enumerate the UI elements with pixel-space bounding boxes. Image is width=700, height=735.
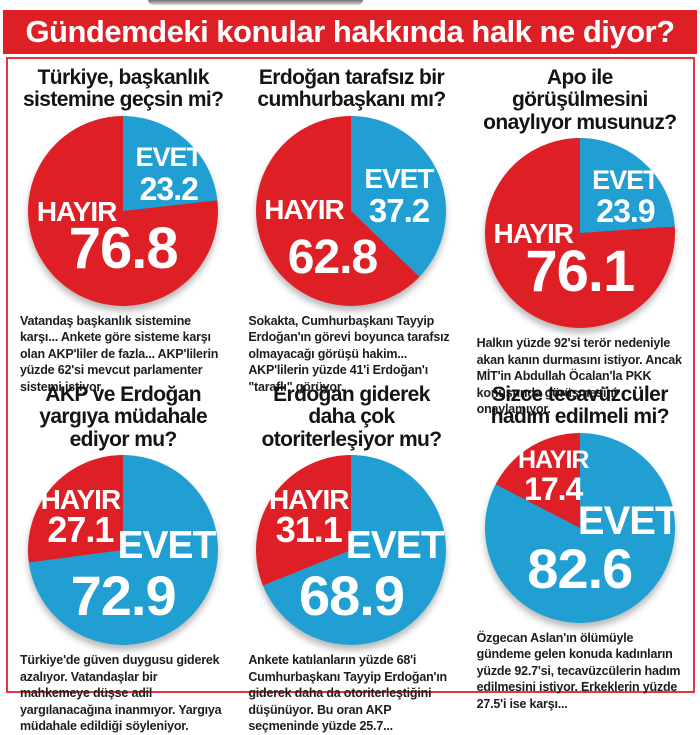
hayir-slice-label: HAYIR: [40, 483, 122, 515]
infographic-frame: Türkiye, başkanlık sistemine geçsin mi? …: [6, 57, 695, 733]
hayir-slice-value: 76.8: [68, 216, 179, 282]
evet-slice-label: EVET: [135, 142, 203, 173]
evet-slice-value: 23.9: [596, 193, 655, 230]
hayir-slice-label: HAYIR: [493, 218, 574, 250]
evet-slice-label: EVET: [364, 163, 434, 195]
pie-chart-yargi: EVET 72.9 HAYIR 27.1: [28, 455, 219, 646]
chart-card-tarafsiz: Erdoğan tarafsız bir cumhurbaşkanı mı? E…: [236, 59, 464, 394]
page-title: Gündemdeki konular hakkında halk ne diyo…: [25, 14, 675, 49]
chart-question: Erdoğan tarafsız bir cumhurbaşkanı mı?: [257, 66, 446, 112]
evet-slice-label: EVET: [345, 523, 445, 567]
hayir-slice-value: 27.1: [47, 509, 114, 551]
hayir-slice-value: 31.1: [275, 509, 343, 551]
pie-chart-apo: EVET 23.9 HAYIR 76.1: [484, 138, 675, 329]
chart-note: Halkın yüzde 92'si terör nedeniyle akan …: [476, 336, 682, 417]
evet-slice-value: 72.9: [70, 563, 177, 627]
pie-chart-hadim: EVET 82.6 HAYIR 17.4: [484, 432, 679, 623]
hayir-slice-label: HAYIR: [517, 446, 589, 475]
pie-slices: [28, 115, 219, 306]
header-banner: Gündemdeki konular hakkında halk ne diyo…: [3, 10, 697, 54]
evet-slice-value: 82.6: [527, 537, 633, 601]
evet-slice-value: 68.9: [298, 563, 405, 627]
chart-note: Türkiye'de güven duygusu giderek azalıyo…: [20, 653, 222, 734]
hayir-slice-label: HAYIR: [36, 195, 118, 227]
chart-note: Sokakta, Cumhurbaşkanı Tayyip Erdoğan'ın…: [248, 313, 450, 394]
chart-note: Özgecan Aslan'ın ölümüyle gündeme gelen …: [476, 630, 681, 711]
chart-question: Türkiye, başkanlık sistemine geçsin mi?: [22, 66, 224, 112]
chart-card-yargi: AKP ve Erdoğan yargıya müdahale ediyor m…: [8, 376, 236, 735]
evet-slice-label: EVET: [592, 164, 660, 195]
chart-question: Sizce tecavüzcüler hadım edilmeli mi?: [490, 383, 670, 429]
pie-chart-tarafsiz: EVET 37.2 HAYIR 62.8: [256, 115, 447, 306]
chart-note: Ankete katılanların yüzde 68'i Cumhurbaş…: [248, 653, 447, 734]
pie-slices: [256, 115, 447, 306]
hayir-slice-value: 76.1: [525, 238, 635, 304]
hayir-slice-value: 17.4: [524, 470, 583, 507]
evet-slice-label: EVET: [577, 499, 679, 544]
chart-note: Vatandaş başkanlık sistemine karşı... An…: [20, 313, 219, 394]
chart-question: Erdoğan giderek daha çok otoriterleşiyor…: [261, 383, 443, 451]
pie-slices: [28, 455, 219, 646]
chart-card-apo: Apo ile görüşülmesini onaylıyor musunuz?…: [465, 59, 693, 416]
chart-question: AKP ve Erdoğan yargıya müdahale ediyor m…: [39, 383, 208, 451]
pie-slices: [484, 138, 675, 329]
hayir-slice-label: HAYIR: [268, 483, 350, 515]
pie-slices: [484, 432, 675, 623]
chart-card-otoriter: Erdoğan giderek daha çok otoriterleşiyor…: [236, 376, 464, 735]
evet-slice-value: 23.2: [139, 170, 199, 207]
evet-slice-label: EVET: [117, 523, 216, 567]
evet-slice-value: 37.2: [368, 191, 430, 229]
hayir-slice-label: HAYIR: [264, 193, 345, 225]
hayir-slice-value: 62.8: [287, 230, 378, 284]
pie-chart-otoriter: EVET 68.9 HAYIR 31.1: [256, 455, 447, 646]
cropped-page-artifact: [148, 0, 363, 5]
chart-card-baskanlik: Türkiye, başkanlık sistemine geçsin mi? …: [8, 59, 236, 394]
pie-slices: [256, 455, 447, 646]
chart-question: Apo ile görüşülmesini onaylıyor musunuz?: [483, 66, 677, 134]
pie-chart-baskanlik: EVET 23.2 HAYIR 76.8: [28, 115, 219, 306]
chart-card-hadim: Sizce tecavüzcüler hadım edilmeli mi? EV…: [465, 376, 693, 735]
